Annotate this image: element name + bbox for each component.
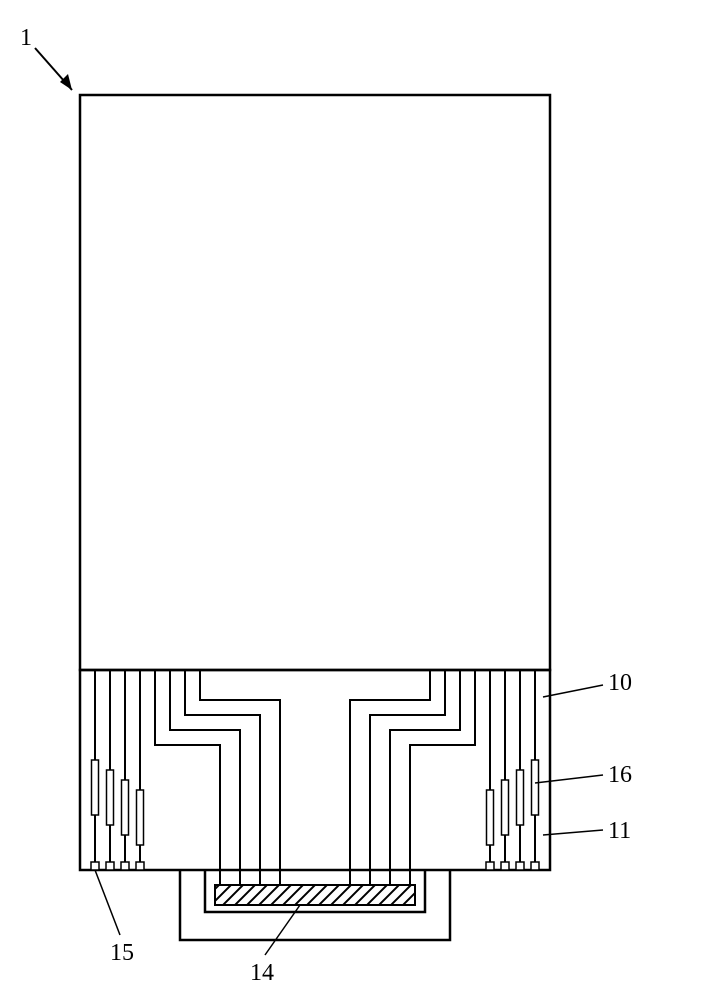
leader-15 [95,870,120,935]
right-outer-traces [486,670,539,870]
label-10: 10 [608,670,632,696]
label-16: 16 [608,762,632,788]
label-14: 14 [250,960,274,986]
label-1: 1 [20,25,32,51]
left-outer-traces [91,670,144,870]
chip-hatched [215,885,415,905]
leader-16 [535,775,603,783]
label-15: 15 [110,940,134,966]
right-inner-traces [350,670,475,885]
leader-11 [543,830,603,835]
left-inner-traces [155,670,280,885]
main-display-rect [80,95,550,670]
leader-10 [543,685,603,697]
label-11: 11 [608,818,631,844]
arrow-top-left [35,48,72,90]
wiring-region-rect [80,670,550,870]
